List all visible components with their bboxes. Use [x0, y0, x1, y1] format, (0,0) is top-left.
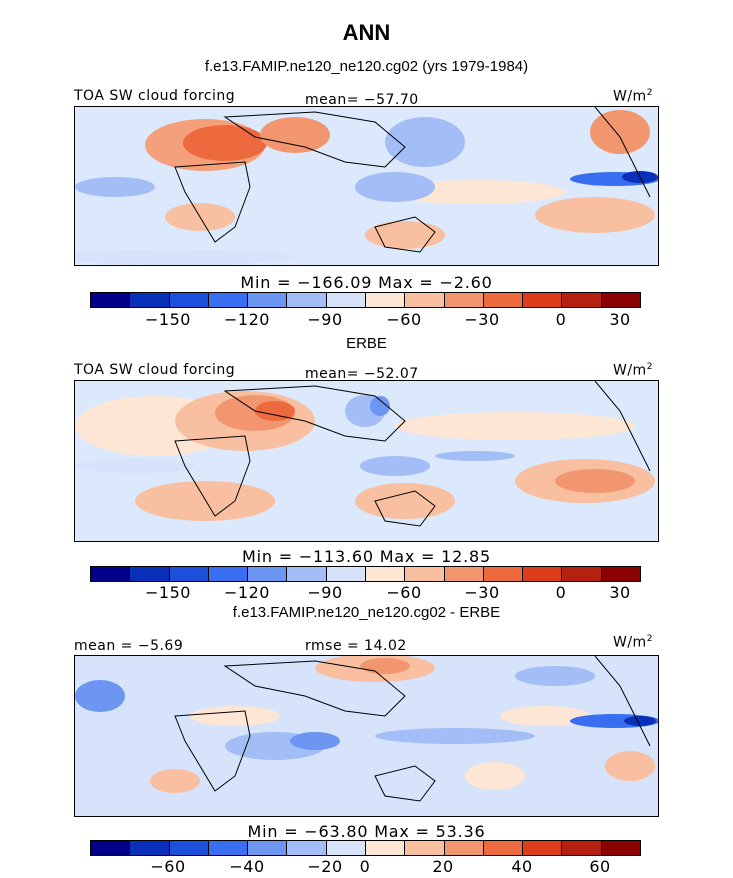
- panel-1-colorbar-tick: −30: [464, 310, 500, 329]
- panel-1-colorbar-tick: −60: [386, 310, 422, 329]
- colorbar-segment: [208, 567, 249, 581]
- colorbar-segment: [326, 293, 366, 307]
- colorbar-segment: [365, 841, 406, 855]
- colorbar-segment: [287, 841, 327, 855]
- colorbar-segment: [208, 293, 249, 307]
- panel-3-subtitle: f.e13.FAMIP.ne120_ne120.cg02 - ERBE: [232, 604, 501, 621]
- panel-1-variable-label: TOA SW cloud forcing: [74, 88, 236, 104]
- colorbar-segment: [248, 841, 288, 855]
- colorbar-segment: [169, 841, 209, 855]
- panel-3-colorbar-tick: 20: [432, 857, 454, 876]
- panel-3-map: [74, 655, 659, 817]
- colorbar-segment: [601, 293, 640, 307]
- panel-3-colorbar-tick: 0: [359, 857, 371, 876]
- colorbar-segment: [562, 293, 602, 307]
- colorbar-segment: [444, 567, 484, 581]
- panel-2-colorbar-tick: −120: [224, 583, 270, 602]
- panel-1-units: W/m2: [613, 88, 653, 105]
- panel-2-subtitle: ERBE: [346, 335, 387, 352]
- colorbar-segment: [326, 567, 366, 581]
- panel-3-rmse-label: rmse = 14.02: [305, 638, 407, 654]
- panel-1-colorbar-tick: 30: [609, 310, 631, 329]
- colorbar-segment: [365, 293, 406, 307]
- panel-3-colorbar-tick: −60: [150, 857, 186, 876]
- colorbar-segment: [405, 293, 445, 307]
- panel-2-colorbar: [90, 566, 641, 582]
- colorbar-segment: [523, 841, 563, 855]
- panel-1-colorbar-tick: −150: [145, 310, 191, 329]
- colorbar-segment: [444, 841, 484, 855]
- panel-2-colorbar-tick: −30: [464, 583, 500, 602]
- colorbar-segment: [523, 293, 563, 307]
- panel-2-map-field: [75, 381, 658, 541]
- colorbar-segment: [91, 567, 131, 581]
- panel-2-colorbar-tick: −90: [307, 583, 343, 602]
- panel-2-units: W/m2: [613, 362, 653, 379]
- colorbar-segment: [444, 293, 484, 307]
- colorbar-segment: [169, 293, 209, 307]
- colorbar-segment: [405, 567, 445, 581]
- panel-1-colorbar-tick: −120: [224, 310, 270, 329]
- panel-3-mean-label: mean = −5.69: [74, 638, 184, 654]
- panel-1-map: [74, 106, 659, 266]
- panel-2-mean-label: mean= −52.07: [305, 366, 419, 382]
- plot-title: ANN: [342, 20, 391, 45]
- panel-3-colorbar-tick: 60: [589, 857, 611, 876]
- colorbar-segment: [287, 293, 327, 307]
- colorbar-segment: [483, 293, 524, 307]
- panel-3-units: W/m2: [613, 634, 653, 651]
- colorbar-segment: [130, 567, 170, 581]
- colorbar-segment: [365, 567, 406, 581]
- panel-2-min-max: Min = −113.60 Max = 12.85: [242, 547, 491, 566]
- colorbar-segment: [562, 841, 602, 855]
- panel-3-colorbar: [90, 840, 641, 856]
- panel-1-subtitle: f.e13.FAMIP.ne120_ne120.cg02 (yrs 1979-1…: [204, 58, 529, 75]
- panel-2-variable-label: TOA SW cloud forcing: [74, 362, 236, 378]
- panel-3-colorbar-tick: −40: [229, 857, 265, 876]
- colorbar-segment: [248, 567, 288, 581]
- colorbar-segment: [91, 293, 131, 307]
- colorbar-segment: [130, 841, 170, 855]
- colorbar-segment: [562, 567, 602, 581]
- colorbar-segment: [287, 567, 327, 581]
- panel-3-map-field: [75, 656, 658, 816]
- panel-3-colorbar-tick: 40: [511, 857, 533, 876]
- colorbar-segment: [483, 841, 524, 855]
- colorbar-segment: [248, 293, 288, 307]
- colorbar-segment: [91, 841, 131, 855]
- panel-2-map: [74, 380, 659, 542]
- panel-2-colorbar-tick: 0: [555, 583, 567, 602]
- panel-1-map-field: [75, 107, 658, 265]
- colorbar-segment: [483, 567, 524, 581]
- colorbar-segment: [601, 841, 640, 855]
- panel-1-mean-label: mean= −57.70: [305, 92, 419, 108]
- colorbar-segment: [130, 293, 170, 307]
- colorbar-segment: [326, 841, 366, 855]
- panel-2-colorbar-tick: −60: [386, 583, 422, 602]
- panel-1-colorbar: [90, 292, 641, 308]
- colorbar-segment: [601, 567, 640, 581]
- panel-3-min-max: Min = −63.80 Max = 53.36: [247, 822, 486, 841]
- panel-3-colorbar-tick: −20: [307, 857, 343, 876]
- panel-1-colorbar-tick: 0: [555, 310, 567, 329]
- colorbar-segment: [405, 841, 445, 855]
- panel-1-colorbar-tick: −90: [307, 310, 343, 329]
- colorbar-segment: [208, 841, 249, 855]
- panel-1-min-max: Min = −166.09 Max = −2.60: [240, 273, 493, 292]
- colorbar-segment: [169, 567, 209, 581]
- colorbar-segment: [523, 567, 563, 581]
- panel-2-colorbar-tick: 30: [609, 583, 631, 602]
- panel-2-colorbar-tick: −150: [145, 583, 191, 602]
